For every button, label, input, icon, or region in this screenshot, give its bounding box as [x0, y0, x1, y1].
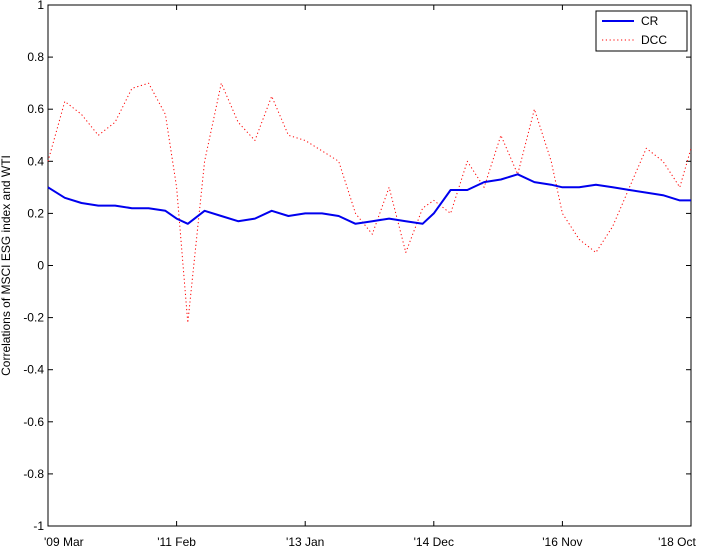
y-tick-label: -1 — [33, 519, 44, 533]
y-tick-label: -0.8 — [23, 467, 44, 481]
legend-label-dcc: DCC — [641, 33, 667, 47]
y-axis-label: Correlations of MSCI ESG index and WTI — [0, 155, 13, 376]
x-axis: '09 Mar '11 Feb '13 Jan '14 Dec '16 Nov '18 O… — [44, 5, 696, 547]
series-layer — [47, 82, 692, 324]
legend: CR DCC — [595, 10, 688, 52]
y-axis: -1 -0.8 -0.6 -0.4 -0.2 0 0.2 0.4 0.6 0.8 1 — [23, 0, 691, 533]
x-tick-label: '18 Oct — [658, 535, 696, 547]
y-tick-label: -0.4 — [23, 363, 44, 377]
x-tick-label: '14 Dec — [414, 535, 454, 547]
legend-box — [595, 10, 688, 52]
y-tick-label: 1 — [37, 0, 44, 12]
series-line-dcc — [47, 82, 692, 324]
series-line-cr — [47, 173, 691, 225]
y-tick-label: 0.4 — [27, 154, 44, 168]
legend-label-cr: CR — [641, 14, 659, 28]
y-tick-label: 0.8 — [27, 50, 44, 64]
y-tick-label: -0.6 — [23, 415, 44, 429]
x-tick-label: '11 Feb — [157, 535, 196, 547]
y-tick-label: 0.6 — [27, 102, 44, 116]
y-tick-label: -0.2 — [23, 311, 44, 325]
y-tick-label: 0.2 — [27, 206, 44, 220]
y-tick-label: 0 — [37, 259, 44, 273]
x-tick-label: '13 Jan — [286, 535, 324, 547]
plot-area — [47, 4, 692, 527]
x-tick-label: '16 Nov — [542, 535, 582, 547]
x-tick-label: '09 Mar — [44, 535, 84, 547]
